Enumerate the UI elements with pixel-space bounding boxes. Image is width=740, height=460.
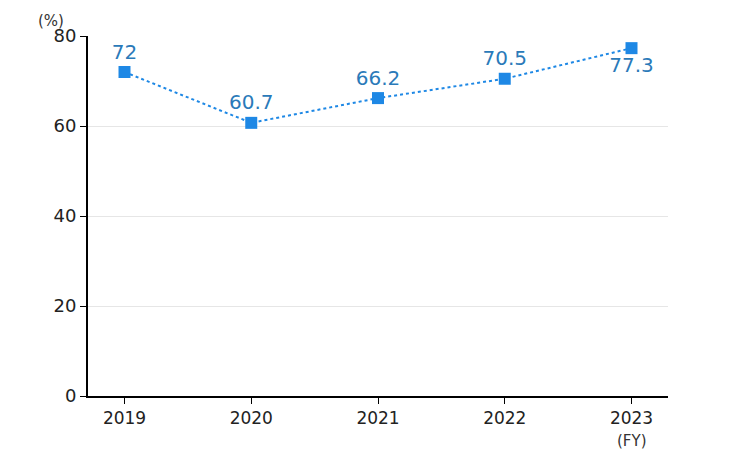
svg-text:2019: 2019 xyxy=(103,408,146,428)
svg-text:77.3: 77.3 xyxy=(609,53,654,77)
svg-text:72: 72 xyxy=(112,40,137,64)
svg-text:0: 0 xyxy=(65,385,76,406)
svg-text:60: 60 xyxy=(53,115,76,136)
svg-text:60.7: 60.7 xyxy=(229,90,274,114)
svg-text:(FY): (FY) xyxy=(617,432,647,450)
svg-text:20: 20 xyxy=(53,295,76,316)
svg-text:(%): (%) xyxy=(38,12,64,30)
svg-text:2021: 2021 xyxy=(356,408,399,428)
svg-text:80: 80 xyxy=(53,25,76,46)
svg-text:2022: 2022 xyxy=(483,408,526,428)
svg-text:66.2: 66.2 xyxy=(356,66,401,90)
svg-text:2020: 2020 xyxy=(230,408,273,428)
svg-text:40: 40 xyxy=(53,205,76,226)
svg-text:2023: 2023 xyxy=(610,408,653,428)
svg-text:70.5: 70.5 xyxy=(482,46,527,70)
